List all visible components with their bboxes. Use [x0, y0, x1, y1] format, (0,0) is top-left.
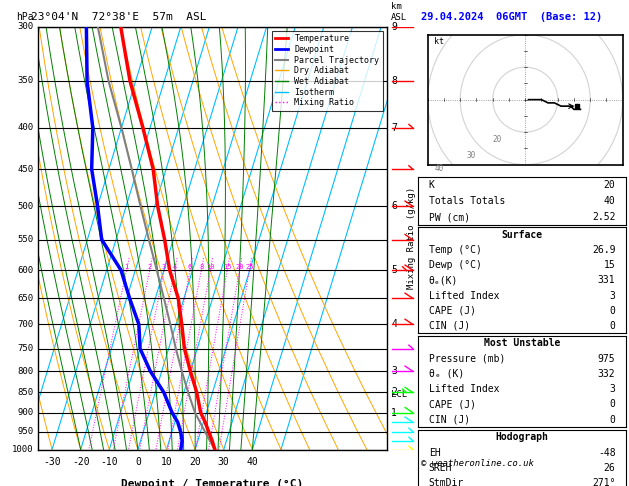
- Text: 331: 331: [598, 276, 615, 285]
- Text: PW (cm): PW (cm): [429, 212, 470, 222]
- Text: Dewpoint / Temperature (°C): Dewpoint / Temperature (°C): [121, 479, 303, 486]
- Text: Temp (°C): Temp (°C): [429, 245, 482, 255]
- Text: 26: 26: [604, 463, 615, 473]
- Text: 25: 25: [245, 264, 253, 270]
- Text: 3: 3: [391, 366, 397, 376]
- Text: 20: 20: [493, 135, 502, 144]
- Text: SREH: SREH: [429, 463, 452, 473]
- Text: 1: 1: [125, 264, 129, 270]
- Text: 975: 975: [598, 354, 615, 364]
- Text: K: K: [429, 180, 435, 191]
- Text: kt: kt: [434, 37, 444, 46]
- Text: θₑ (K): θₑ (K): [429, 369, 464, 379]
- Text: 4: 4: [172, 264, 177, 270]
- Text: 29.04.2024  06GMT  (Base: 12): 29.04.2024 06GMT (Base: 12): [421, 12, 603, 22]
- Text: 700: 700: [18, 320, 33, 329]
- Text: Mixing Ratio (g/kg): Mixing Ratio (g/kg): [407, 187, 416, 289]
- Text: Lifted Index: Lifted Index: [429, 384, 499, 394]
- Text: 950: 950: [18, 427, 33, 436]
- Text: 6: 6: [391, 201, 397, 211]
- Text: 1: 1: [391, 408, 397, 417]
- Text: θₑ(K): θₑ(K): [429, 276, 458, 285]
- Text: 0: 0: [610, 321, 615, 331]
- Text: 350: 350: [18, 76, 33, 86]
- Text: 750: 750: [18, 344, 33, 353]
- Text: 2: 2: [148, 264, 152, 270]
- Text: Hodograph: Hodograph: [496, 433, 548, 442]
- Text: StmDir: StmDir: [429, 478, 464, 486]
- Text: 4: 4: [391, 319, 397, 330]
- Text: Lifted Index: Lifted Index: [429, 291, 499, 300]
- Text: 23°04'N  72°38'E  57m  ASL: 23°04'N 72°38'E 57m ASL: [31, 12, 207, 22]
- Text: 15: 15: [604, 260, 615, 270]
- Text: 0: 0: [135, 457, 141, 467]
- Text: © weatheronline.co.uk: © weatheronline.co.uk: [421, 459, 534, 469]
- Text: CAPE (J): CAPE (J): [429, 399, 476, 409]
- Text: 300: 300: [18, 22, 33, 31]
- Text: LCL: LCL: [391, 390, 407, 399]
- Text: 10: 10: [160, 457, 172, 467]
- Text: -48: -48: [598, 448, 615, 458]
- Text: 800: 800: [18, 366, 33, 376]
- Text: Totals Totals: Totals Totals: [429, 196, 505, 206]
- Text: CAPE (J): CAPE (J): [429, 306, 476, 316]
- Text: 7: 7: [391, 123, 397, 133]
- Text: 400: 400: [18, 123, 33, 132]
- Text: 40: 40: [604, 196, 615, 206]
- Text: 3: 3: [610, 384, 615, 394]
- Text: 6: 6: [188, 264, 192, 270]
- Text: Surface: Surface: [501, 230, 543, 240]
- Text: 9: 9: [391, 22, 397, 32]
- Text: 40: 40: [434, 164, 443, 173]
- Text: km
ASL: km ASL: [391, 2, 407, 22]
- Text: Pressure (mb): Pressure (mb): [429, 354, 505, 364]
- Text: 450: 450: [18, 165, 33, 174]
- Text: 1000: 1000: [12, 445, 33, 454]
- Text: 500: 500: [18, 202, 33, 210]
- Text: 3: 3: [162, 264, 166, 270]
- Text: 3: 3: [610, 291, 615, 300]
- Text: 2.52: 2.52: [592, 212, 615, 222]
- Text: 5: 5: [391, 265, 397, 275]
- Text: Dewp (°C): Dewp (°C): [429, 260, 482, 270]
- Text: -20: -20: [72, 457, 89, 467]
- Text: CIN (J): CIN (J): [429, 321, 470, 331]
- Text: 26.9: 26.9: [592, 245, 615, 255]
- Text: 2: 2: [391, 387, 397, 398]
- Text: 10: 10: [206, 264, 214, 270]
- Text: 0: 0: [610, 415, 615, 425]
- Text: Most Unstable: Most Unstable: [484, 338, 560, 348]
- Text: -30: -30: [43, 457, 61, 467]
- Text: -10: -10: [101, 457, 118, 467]
- Text: 850: 850: [18, 388, 33, 397]
- Text: 40: 40: [247, 457, 259, 467]
- Text: 20: 20: [604, 180, 615, 191]
- Text: 15: 15: [223, 264, 231, 270]
- Text: CIN (J): CIN (J): [429, 415, 470, 425]
- Text: 0: 0: [610, 399, 615, 409]
- Text: 30: 30: [467, 151, 476, 160]
- Text: 30: 30: [218, 457, 230, 467]
- Text: 20: 20: [235, 264, 244, 270]
- Text: 0: 0: [610, 306, 615, 316]
- Text: 8: 8: [391, 76, 397, 86]
- Legend: Temperature, Dewpoint, Parcel Trajectory, Dry Adiabat, Wet Adiabat, Isotherm, Mi: Temperature, Dewpoint, Parcel Trajectory…: [272, 31, 382, 110]
- Text: 20: 20: [189, 457, 201, 467]
- Text: EH: EH: [429, 448, 440, 458]
- Text: 600: 600: [18, 266, 33, 275]
- Text: hPa: hPa: [16, 12, 33, 22]
- Text: 332: 332: [598, 369, 615, 379]
- Text: 650: 650: [18, 294, 33, 303]
- Text: 900: 900: [18, 408, 33, 417]
- Text: 271°: 271°: [592, 478, 615, 486]
- Text: 8: 8: [199, 264, 203, 270]
- Text: 550: 550: [18, 235, 33, 244]
